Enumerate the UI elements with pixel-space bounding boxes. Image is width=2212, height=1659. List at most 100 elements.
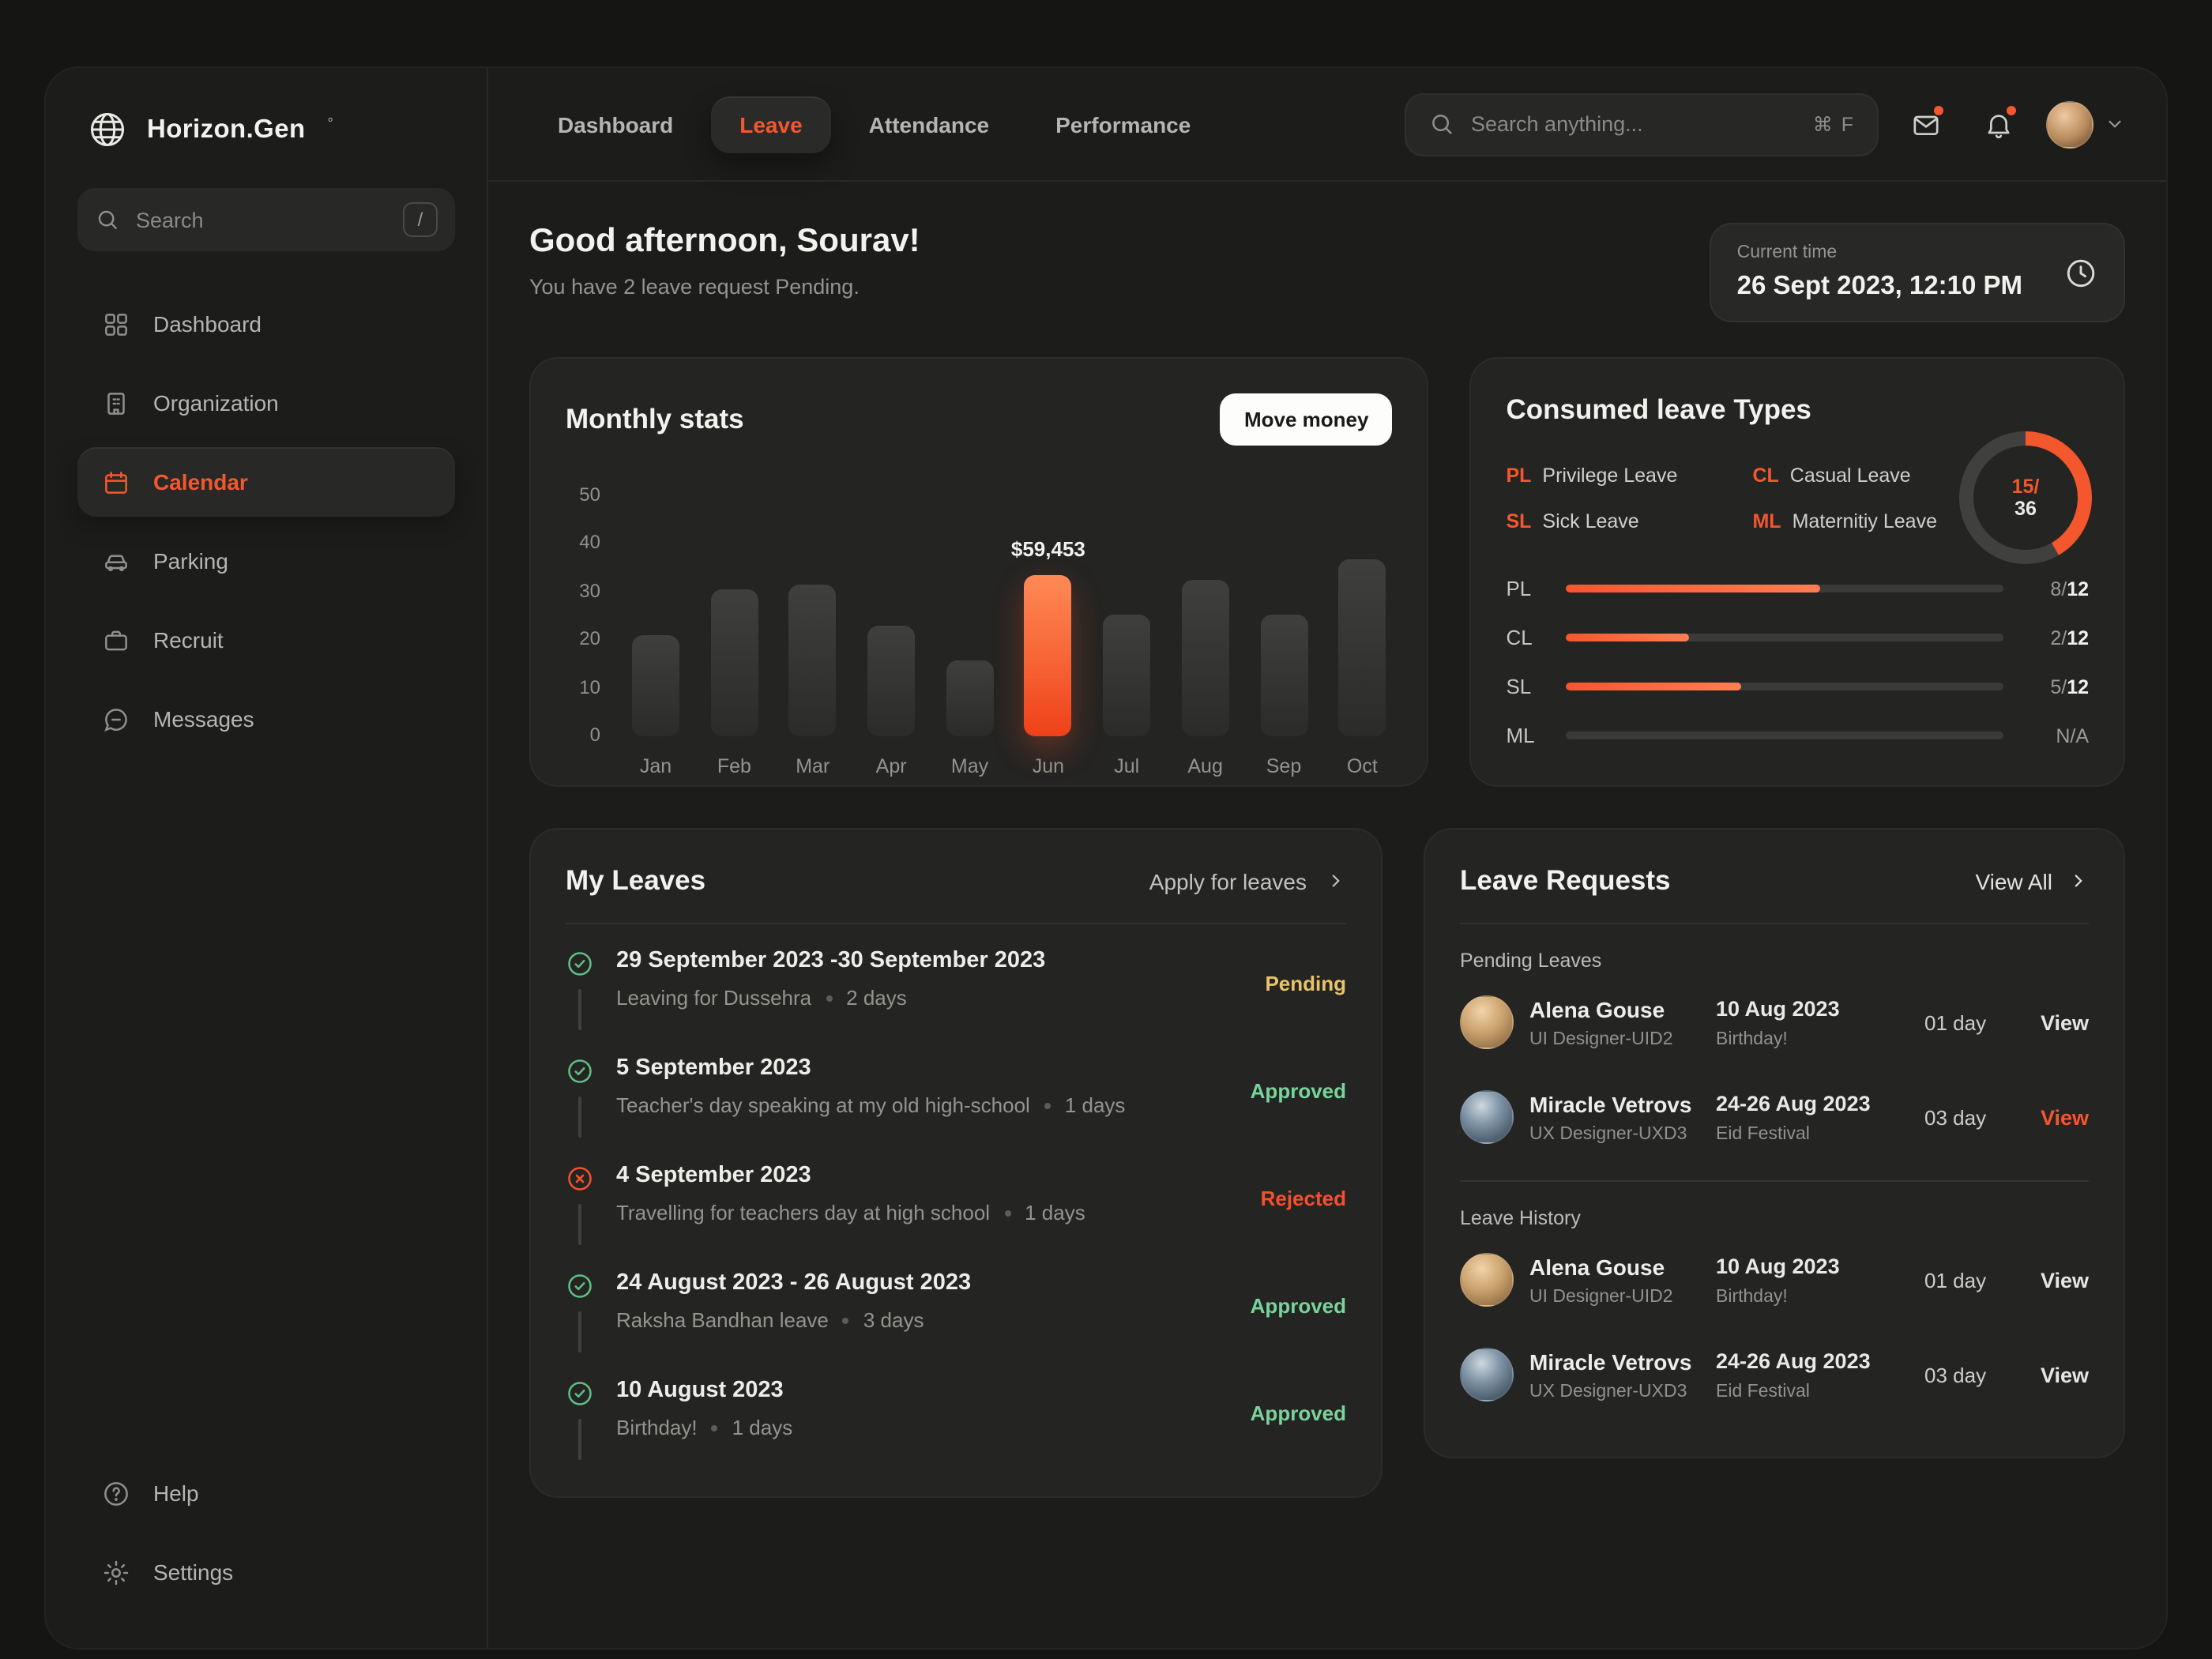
- tab-dashboard[interactable]: Dashboard: [558, 111, 674, 137]
- leave-duration: 1 days: [732, 1416, 793, 1439]
- x-tick: Oct: [1346, 755, 1378, 777]
- car-icon: [100, 546, 131, 576]
- sidebar-item-parking[interactable]: Parking: [77, 526, 455, 596]
- leave-requests-card: Leave Requests View All Pending Leaves: [1424, 828, 2125, 1458]
- sidebar-item-organization[interactable]: Organization: [77, 368, 455, 438]
- chart-bar: [632, 635, 679, 736]
- sidebar-item-calendar[interactable]: Calendar: [77, 447, 455, 517]
- progress-track: [1566, 732, 2003, 739]
- request-name: Alena Gouse: [1529, 1254, 1665, 1279]
- leave-donut-chart: 15/ 36: [1959, 431, 2092, 564]
- request-view-link[interactable]: View: [2040, 1010, 2089, 1034]
- mail-notification-dot: [1934, 105, 1943, 115]
- request-role: UI Designer-UID2: [1529, 1029, 1673, 1048]
- sidebar-item-recruit[interactable]: Recruit: [77, 605, 455, 675]
- sidebar-item-help[interactable]: Help: [77, 1458, 455, 1528]
- leave-status: Rejected: [1260, 1187, 1346, 1210]
- legend-label: Sick Leave: [1542, 510, 1639, 532]
- help-icon: [100, 1478, 131, 1508]
- legend-label: Maternitiy Leave: [1792, 510, 1937, 532]
- current-time-card: Current time 26 Sept 2023, 12:10 PM: [1710, 223, 2125, 322]
- calendar-icon: [100, 467, 131, 497]
- global-search-placeholder: Search anything...: [1471, 112, 1643, 136]
- mail-button[interactable]: [1901, 99, 1951, 149]
- leave-date: 4 September 2023: [616, 1163, 811, 1188]
- request-row: Alena Gouse UI Designer-UID2 10 Aug 2023…: [1460, 1232, 2089, 1327]
- sidebar-item-dashboard[interactable]: Dashboard: [77, 289, 455, 359]
- current-time-label: Current time: [1736, 243, 1838, 262]
- page-subtitle: You have 2 leave request Pending.: [529, 275, 860, 299]
- sidebar-item-label: Parking: [153, 548, 228, 574]
- x-tick: Mar: [796, 755, 830, 777]
- sidebar-item-settings[interactable]: Settings: [77, 1537, 455, 1607]
- leave-reason: Raksha Bandhan leave: [616, 1308, 829, 1332]
- consumed-title: Consumed leave Types: [1506, 393, 1811, 425]
- x-tick: Aug: [1187, 755, 1223, 777]
- sidebar-item-label: Calendar: [153, 469, 248, 495]
- leave-item: 29 September 2023 -30 September 2023 Lea…: [566, 924, 1346, 1032]
- request-reason: Eid Festival: [1716, 1124, 1810, 1143]
- sidebar-item-messages[interactable]: Messages: [77, 684, 455, 754]
- legend-label: Privilege Leave: [1542, 465, 1678, 487]
- progress-row-sl: SL 5/12: [1506, 675, 2089, 698]
- request-view-link[interactable]: View: [2040, 1268, 2089, 1292]
- check-circle-icon: [566, 1272, 594, 1300]
- move-money-button[interactable]: Move money: [1220, 393, 1393, 446]
- sidebar-search-input[interactable]: Search /: [77, 188, 455, 251]
- progress-row-cl: CL 2/12: [1506, 626, 2089, 649]
- clock-icon: [2063, 255, 2098, 290]
- global-search-input[interactable]: Search anything... ⌘ F: [1405, 92, 1879, 156]
- monthly-stats-title: Monthly stats: [566, 403, 744, 434]
- request-row: Miracle Vetrovs UX Designer-UXD3 24-26 A…: [1460, 1327, 2089, 1422]
- leave-reason: Leaving for Dussehra: [616, 986, 812, 1010]
- legend-label: Casual Leave: [1789, 465, 1911, 487]
- topbar: Dashboard Leave Attendance Performance S…: [488, 68, 2166, 182]
- donut-total: 36: [2014, 498, 2037, 520]
- sidebar-footer: Help Settings: [77, 1458, 455, 1607]
- leave-status: Approved: [1250, 1079, 1346, 1103]
- profile-menu[interactable]: [2046, 100, 2125, 148]
- sidebar-item-label: Organization: [153, 390, 279, 416]
- x-tick: Apr: [875, 755, 907, 777]
- tab-performance[interactable]: Performance: [1055, 111, 1191, 137]
- request-date: 10 Aug 2023: [1716, 1254, 1840, 1277]
- avatar: [2046, 100, 2094, 148]
- sidebar-nav: Dashboard Organization Calendar: [77, 289, 455, 754]
- notifications-button[interactable]: [1973, 99, 2024, 149]
- check-circle-icon: [566, 950, 594, 978]
- x-tick: Jan: [639, 755, 672, 777]
- request-date: 24-26 Aug 2023: [1716, 1091, 1871, 1115]
- check-circle-icon: [566, 1379, 594, 1408]
- request-reason: Birthday!: [1716, 1287, 1788, 1306]
- view-all-link[interactable]: View All: [1975, 868, 2089, 893]
- greeting-row: Good afternoon, Sourav! You have 2 leave…: [529, 223, 2125, 322]
- chevron-down-icon: [2105, 114, 2125, 134]
- chart-bar: [946, 660, 994, 736]
- progress-row-ml: ML N/A: [1506, 724, 2089, 747]
- chart-bar: [1260, 615, 1307, 736]
- request-role: UX Designer-UXD3: [1529, 1382, 1687, 1401]
- monthly-bar-chart: 50 40 30 20 10 0 Jan Feb Mar Apr May $59,45…: [566, 483, 1392, 777]
- request-view-link[interactable]: View: [2040, 1105, 2089, 1129]
- apply-for-leaves-link[interactable]: Apply for leaves: [1149, 868, 1346, 893]
- chart-plot-area: Jan Feb Mar Apr May $59,453 Jun Jul Aug S…: [626, 483, 1392, 777]
- brand-name: Horizon.Gen: [147, 115, 306, 143]
- my-leaves-card: My Leaves Apply for leaves: [529, 828, 1382, 1498]
- search-icon: [95, 207, 120, 232]
- leave-duration: 1 days: [1025, 1201, 1085, 1224]
- chart-bar: [788, 585, 837, 736]
- bar-value-label: $59,453: [1010, 536, 1085, 561]
- request-date: 24-26 Aug 2023: [1716, 1349, 1871, 1372]
- leave-duration: 3 days: [863, 1308, 924, 1332]
- sidebar-item-label: Help: [153, 1480, 199, 1506]
- avatar: [1460, 1253, 1514, 1307]
- leave-status: Approved: [1250, 1401, 1346, 1425]
- request-duration: 03 day: [1924, 1105, 1987, 1129]
- content: Good afternoon, Sourav! You have 2 leave…: [488, 182, 2166, 1648]
- request-duration: 01 day: [1924, 1010, 1987, 1034]
- request-duration: 03 day: [1924, 1363, 1987, 1386]
- leave-duration: 2 days: [846, 986, 907, 1010]
- tab-attendance[interactable]: Attendance: [868, 111, 990, 137]
- request-view-link[interactable]: View: [2040, 1363, 2089, 1386]
- tab-leave[interactable]: Leave: [711, 96, 831, 152]
